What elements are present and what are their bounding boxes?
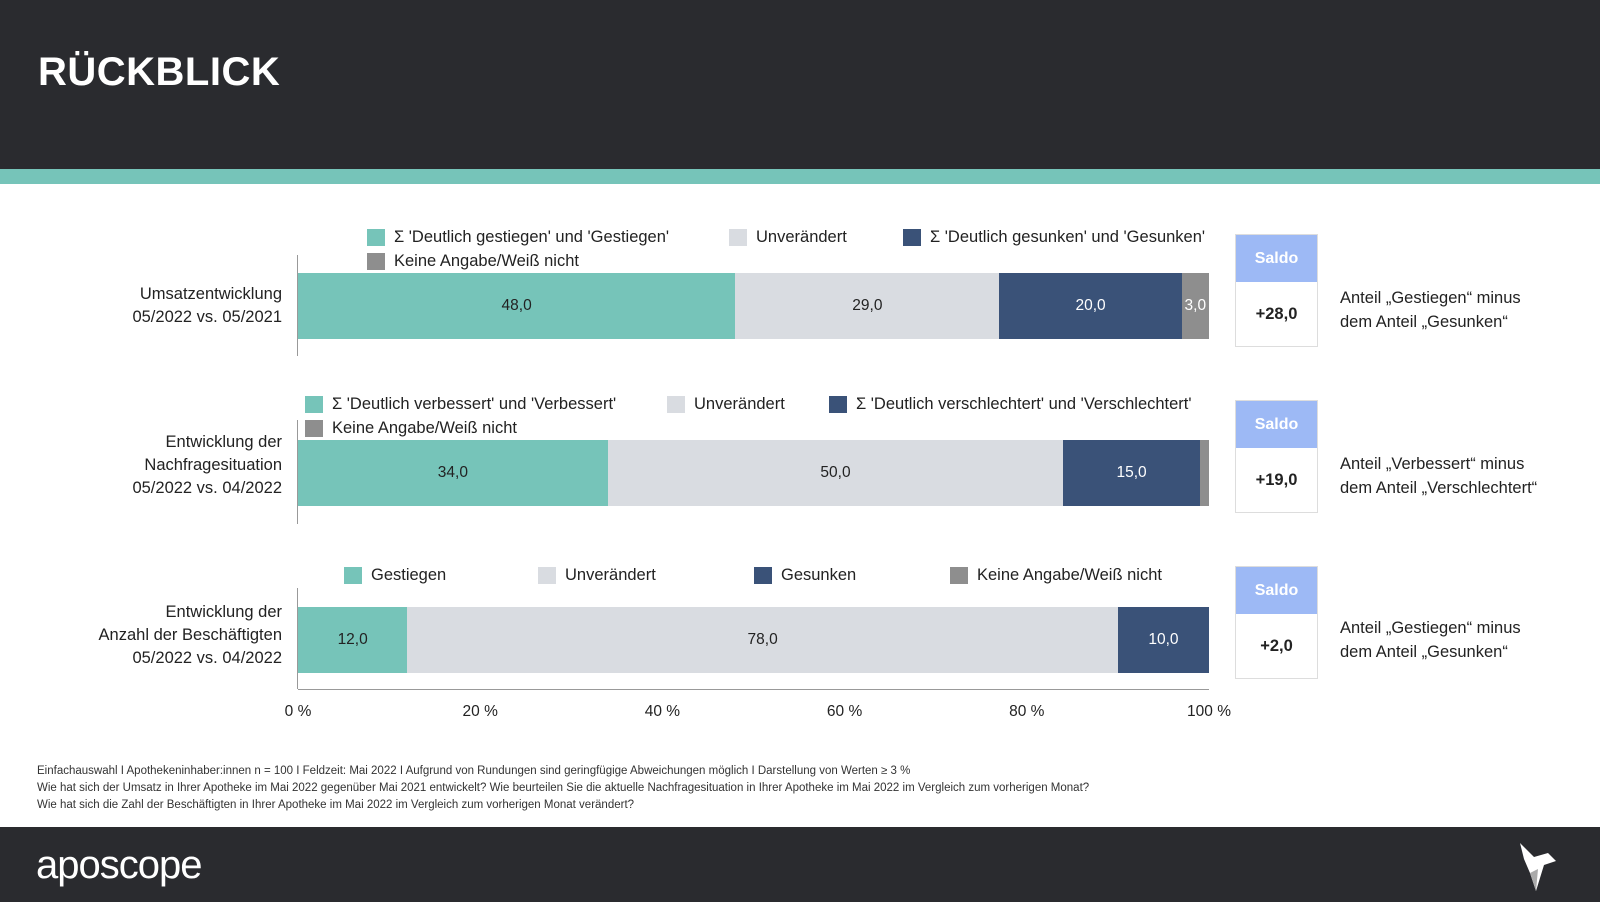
saldo-box: Saldo +2,0	[1235, 566, 1318, 679]
bar-segment: 34,0	[298, 440, 608, 506]
category-line: 05/2022 vs. 05/2021	[132, 308, 282, 326]
header-bar	[0, 0, 1600, 169]
legend-label: Gesunken	[781, 566, 857, 584]
legend-swatch	[950, 567, 968, 584]
legend-swatch	[305, 396, 323, 413]
bar-segment: 12,0	[298, 607, 408, 673]
saldo-box: Saldo +28,0	[1235, 234, 1318, 347]
saldo-header: Saldo	[1236, 235, 1317, 282]
legend-label: Σ 'Deutlich verbessert' und 'Verbessert'	[332, 395, 617, 413]
legend-label: Unverändert	[565, 566, 656, 584]
desc-line: dem Anteil „Gesunken“	[1340, 313, 1508, 331]
footnote-1: Einfachauswahl I Apothekeninhaber:innen …	[37, 765, 911, 777]
desc-line: Anteil „Gestiegen“ minus	[1340, 289, 1521, 307]
legend-item: Keine Angabe/Weiß nicht	[367, 252, 579, 271]
legend-item: Keine Angabe/Weiß nicht	[950, 566, 1162, 585]
page-title: RÜCKBLICK	[38, 50, 281, 94]
bar-segment: 48,0	[298, 273, 736, 339]
bar-segment: 50,0	[607, 440, 1064, 506]
category-line: Entwicklung der	[165, 603, 282, 621]
desc-line: Anteil „Gestiegen“ minus	[1340, 619, 1521, 637]
bar-segment: 10,0	[1117, 607, 1209, 673]
saldo-header: Saldo	[1236, 401, 1317, 448]
bar-segment: 78,0	[407, 607, 1118, 673]
footer-bar	[0, 827, 1600, 902]
x-tick-label: 80 %	[1009, 703, 1045, 720]
legend-swatch	[903, 229, 921, 246]
legend-swatch	[367, 229, 385, 246]
x-tick-label: 20 %	[462, 703, 498, 720]
category-line: 05/2022 vs. 04/2022	[132, 479, 282, 497]
saldo-description: Anteil „Verbessert“ minus dem Anteil „Ver…	[1340, 452, 1537, 500]
legend-label: Gestiegen	[371, 566, 447, 584]
legend-label: Keine Angabe/Weiß nicht	[332, 419, 517, 437]
category-label: Umsatzentwicklung 05/2022 vs. 05/2021	[0, 283, 282, 329]
x-tick-label: 100 %	[1187, 703, 1231, 720]
legend-label: Unverändert	[756, 228, 847, 246]
legend-label: Σ 'Deutlich gestiegen' und 'Gestiegen'	[394, 228, 670, 246]
legend-item: Σ 'Deutlich gestiegen' und 'Gestiegen'	[367, 228, 669, 247]
legend-item: Gesunken	[754, 566, 856, 585]
saldo-description: Anteil „Gestiegen“ minus dem Anteil „Gesu…	[1340, 286, 1521, 334]
category-line: Anzahl der Beschäftigten	[98, 626, 282, 644]
desc-line: Anteil „Verbessert“ minus	[1340, 455, 1525, 473]
legend-item: Unverändert	[538, 566, 656, 585]
legend-item: Unverändert	[729, 228, 847, 247]
axis-line	[297, 588, 298, 689]
legend-swatch	[305, 420, 323, 437]
legend-swatch	[538, 567, 556, 584]
saldo-value: +2,0	[1260, 636, 1293, 655]
legend-item: Σ 'Deutlich gesunken' und 'Gesunken'	[903, 228, 1205, 247]
legend-swatch	[367, 253, 385, 270]
legend-item: Σ 'Deutlich verschlechtert' und 'Verschl…	[829, 395, 1192, 414]
legend-item: Gestiegen	[344, 566, 446, 585]
aposcope-logo: aposcope	[36, 843, 202, 887]
x-axis-line	[298, 689, 1209, 690]
legend-item: Unverändert	[667, 395, 785, 414]
desc-line: dem Anteil „Verschlechtert“	[1340, 479, 1538, 497]
x-tick-label: 40 %	[644, 703, 681, 720]
legend-swatch	[667, 396, 685, 413]
category-line: Umsatzentwicklung	[139, 285, 282, 303]
saldo-header: Saldo	[1236, 567, 1317, 614]
legend-item: Keine Angabe/Weiß nicht	[305, 419, 517, 438]
legend-label: Σ 'Deutlich verschlechtert' und 'Verschl…	[856, 395, 1192, 413]
legend-label: Σ 'Deutlich gesunken' und 'Gesunken'	[930, 228, 1206, 246]
bar-segment: 3,0	[1181, 273, 1209, 339]
x-tick-label: 60 %	[826, 703, 863, 720]
category-line: Entwicklung der	[165, 433, 282, 451]
legend-swatch	[729, 229, 747, 246]
bar-segment: 20,0	[999, 273, 1182, 339]
axis-line	[297, 255, 298, 356]
saldo-value: +19,0	[1255, 470, 1298, 489]
category-line: Nachfragesituation	[144, 456, 282, 474]
legend-item: Σ 'Deutlich verbessert' und 'Verbessert'	[305, 395, 616, 414]
bird-logo-icon	[1520, 843, 1556, 891]
category-label: Entwicklung der Nachfragesituation 05/2022…	[0, 431, 282, 500]
bar-segment: 29,0	[735, 273, 1000, 339]
desc-line: dem Anteil „Gesunken“	[1340, 643, 1508, 661]
footnote-2: Wie hat sich der Umsatz in Ihrer Apothek…	[37, 782, 1090, 794]
bar-segment: 15,0	[1063, 440, 1200, 506]
legend-label: Unverändert	[694, 395, 785, 413]
category-line: 05/2022 vs. 04/2022	[132, 649, 282, 667]
footnote-3: Wie hat sich die Zahl der Beschäftigten …	[37, 799, 635, 811]
legend-label: Keine Angabe/Weiß nicht	[394, 252, 579, 270]
x-tick-label: 0 %	[284, 703, 312, 720]
legend-swatch	[754, 567, 772, 584]
legend-swatch	[344, 567, 362, 584]
legend-label: Keine Angabe/Weiß nicht	[977, 566, 1162, 584]
saldo-box: Saldo +19,0	[1235, 400, 1318, 513]
accent-band	[0, 169, 1600, 184]
legend-swatch	[829, 396, 847, 413]
saldo-description: Anteil „Gestiegen“ minus dem Anteil „Gesu…	[1340, 616, 1521, 664]
category-label: Entwicklung der Anzahl der Beschäftigten 0…	[0, 601, 282, 670]
bar-segment	[1199, 440, 1209, 506]
saldo-value: +28,0	[1255, 304, 1298, 323]
axis-line	[297, 420, 298, 524]
